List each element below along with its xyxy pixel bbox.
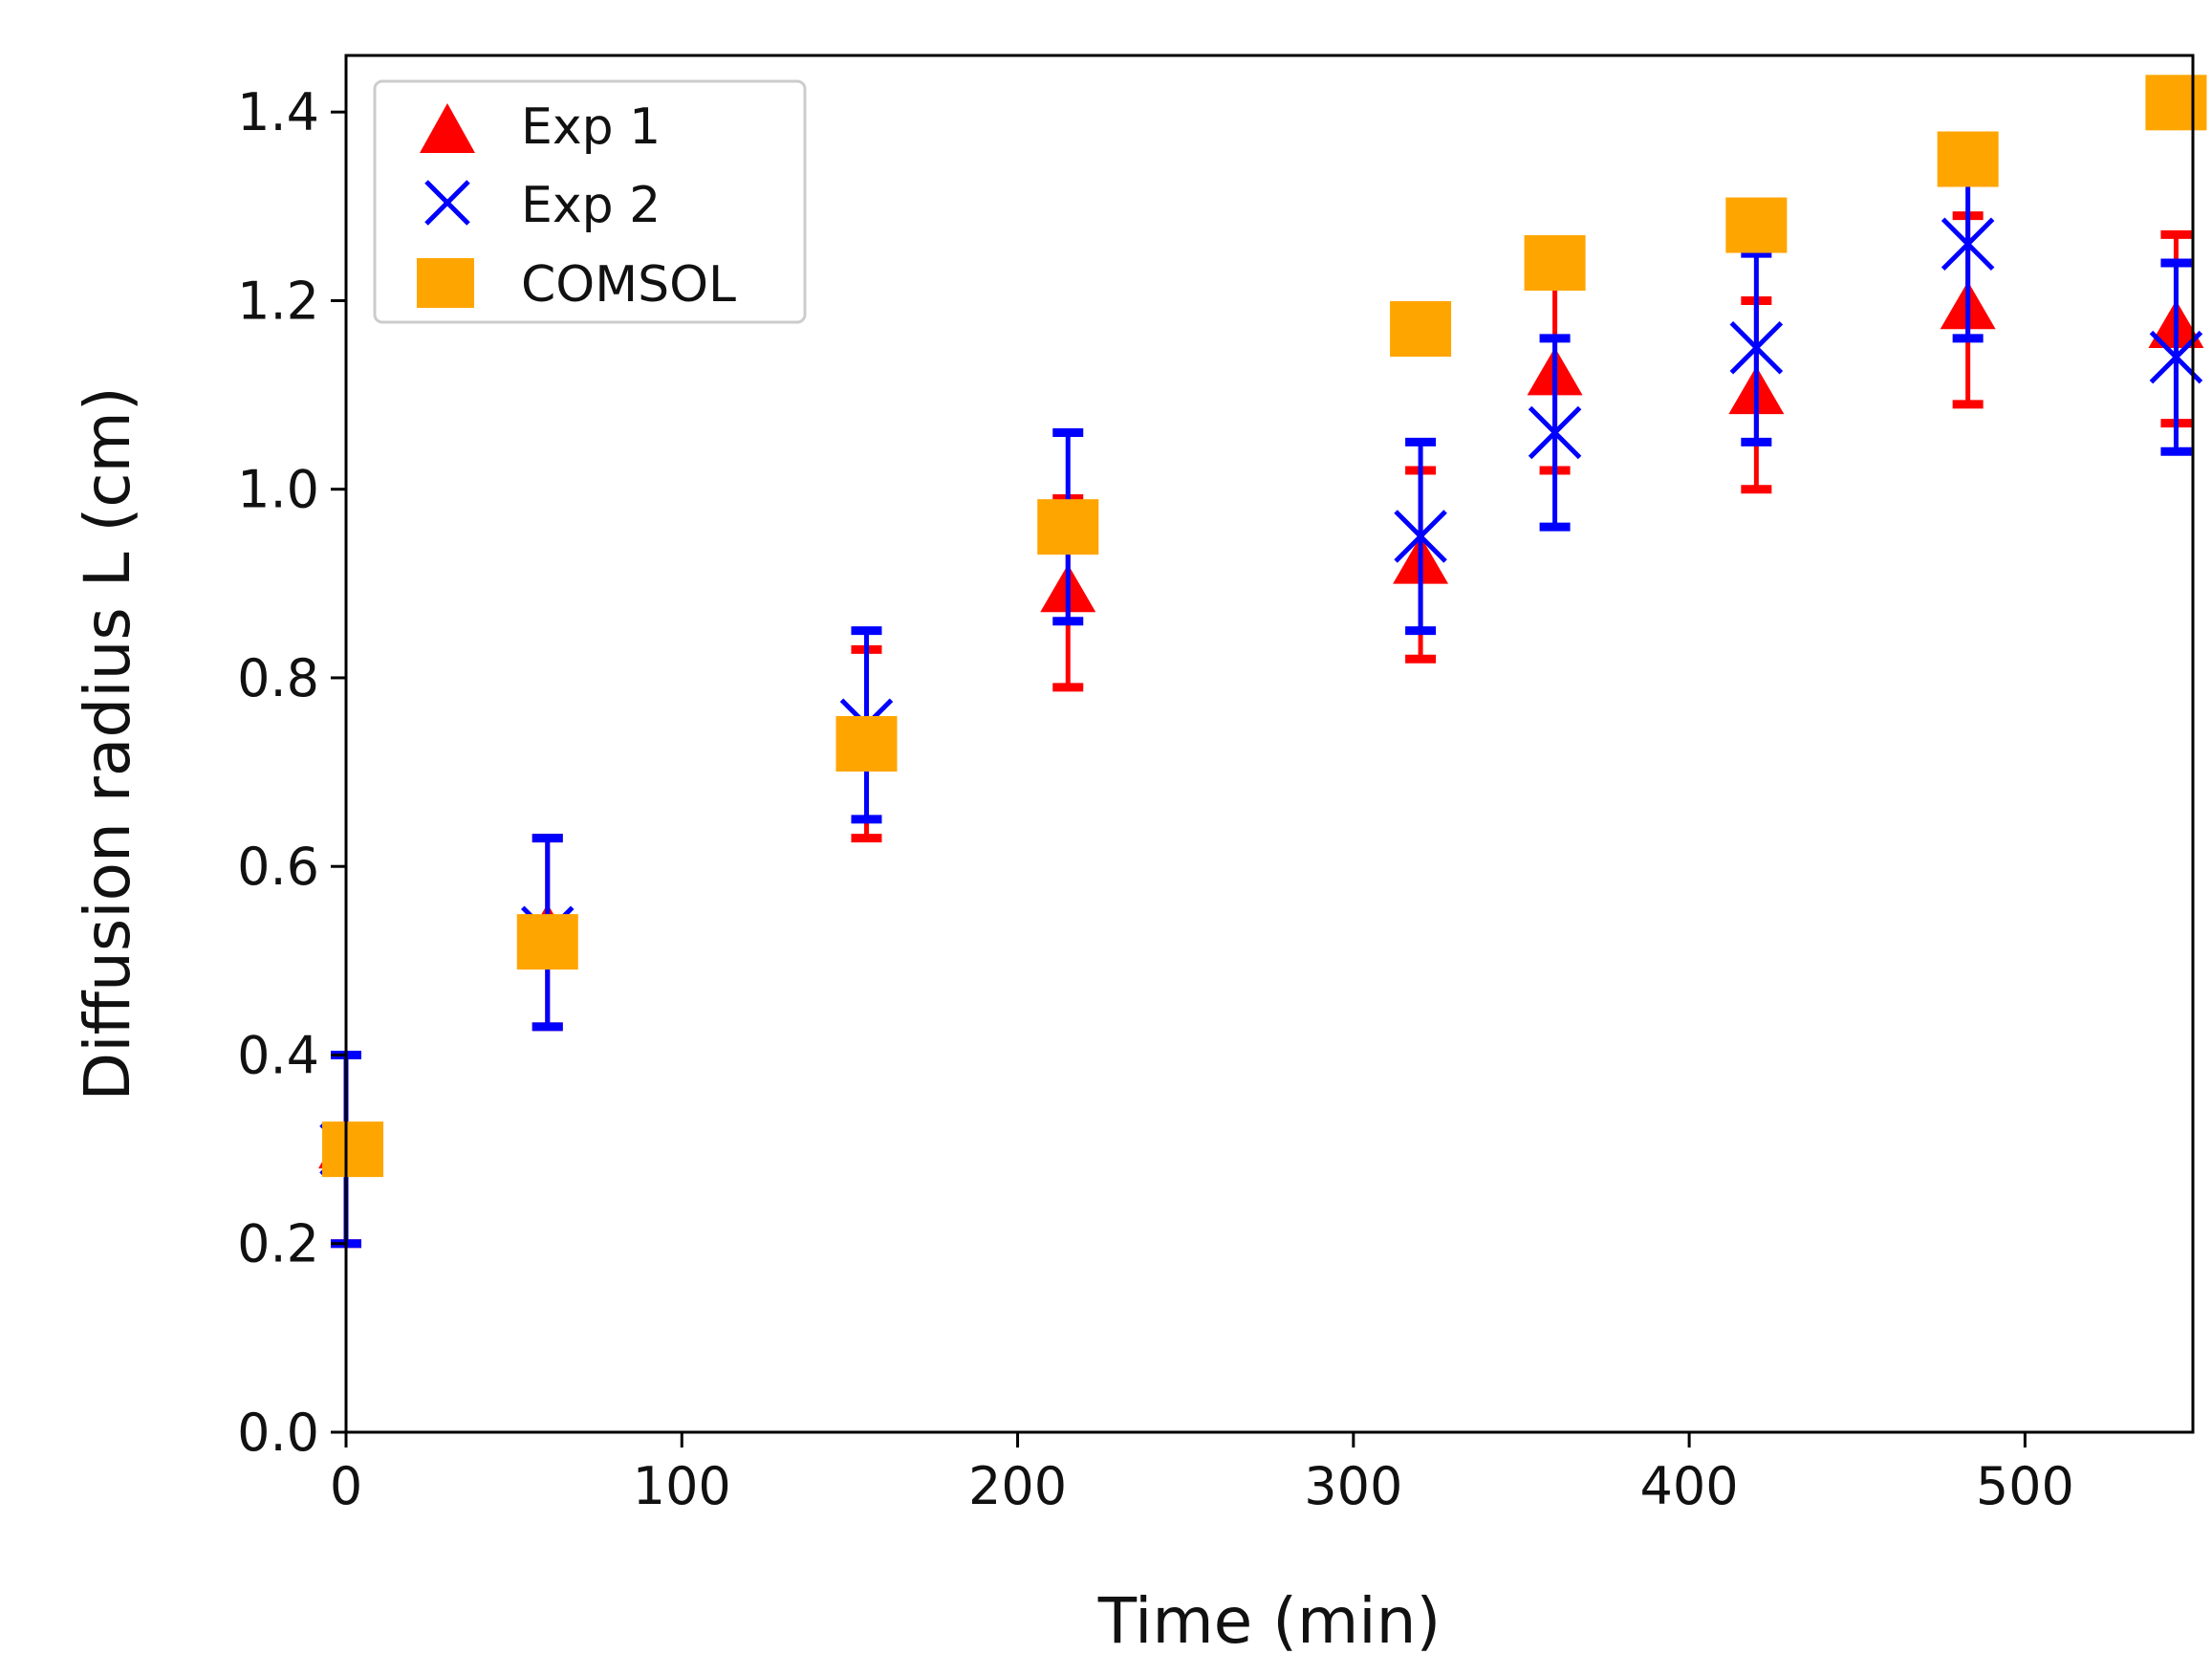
data-point-exp-2 [1941, 217, 1995, 272]
data-point-stroke [1941, 217, 1995, 272]
x-tick-label: 400 [1640, 1456, 1739, 1516]
legend-marker-exp-1 [420, 103, 475, 153]
legend-label-exp-2: Exp 2 [521, 177, 661, 234]
x-tick-label: 500 [1976, 1456, 2074, 1516]
x-tick-label: 300 [1304, 1456, 1402, 1516]
plot-marks [318, 75, 2207, 1249]
data-point-exp-2 [1394, 510, 1447, 563]
series-comsol [322, 75, 2207, 1178]
data-point-stroke [1394, 510, 1447, 563]
legend-box [373, 79, 807, 324]
y-axis-ticks: 0.0 0.2 0.4 0.6 0.8 1.0 1.2 1.4 [237, 82, 346, 1463]
y-tick-label: 0.0 [237, 1403, 319, 1463]
data-point-comsol [322, 1121, 384, 1178]
data-point-comsol [1390, 301, 1452, 358]
y-tick-label: 0.4 [237, 1025, 319, 1085]
data-point-comsol [2145, 75, 2207, 131]
y-tick-label: 1.4 [237, 82, 319, 142]
data-point-comsol [516, 914, 578, 970]
x-tick-label: 0 [330, 1456, 362, 1516]
x-tick-label: 100 [633, 1456, 731, 1516]
x-axis-ticks: 0 100 200 300 400 500 [330, 1432, 2074, 1516]
data-point-exp-2 [1528, 405, 1582, 460]
series-exp-1 [318, 211, 2204, 1249]
legend-marker-comsol [417, 258, 474, 308]
y-tick-label: 0.6 [237, 837, 319, 897]
y-tick-label: 0.8 [237, 648, 319, 708]
legend-label-comsol: COMSOL [521, 256, 736, 314]
data-point-stroke [1528, 405, 1582, 460]
data-point-comsol [1937, 131, 1999, 187]
legend-marker-exp-2-stroke-2 [424, 180, 470, 226]
y-axis-label: Diffusion radius L (cm) [71, 386, 144, 1100]
data-point-exp-2 [1729, 320, 1784, 375]
data-point-comsol [1725, 197, 1788, 253]
x-tick-label: 200 [968, 1456, 1067, 1516]
x-axis-label: Time (min) [1097, 1584, 1441, 1658]
data-point-stroke [1729, 320, 1784, 375]
legend: Exp 1 Exp 2 COMSOL [373, 79, 807, 324]
y-tick-label: 1.2 [237, 271, 319, 331]
legend-marker-exp-2 [424, 180, 470, 226]
y-tick-label: 1.0 [237, 460, 319, 520]
legend-label-exp-1: Exp 1 [521, 98, 661, 156]
y-tick-label: 0.2 [237, 1214, 319, 1274]
data-point-comsol [1037, 499, 1099, 555]
plot-area-frame [344, 54, 2195, 1434]
data-point-comsol [1524, 234, 1586, 291]
data-point-comsol [835, 716, 898, 772]
